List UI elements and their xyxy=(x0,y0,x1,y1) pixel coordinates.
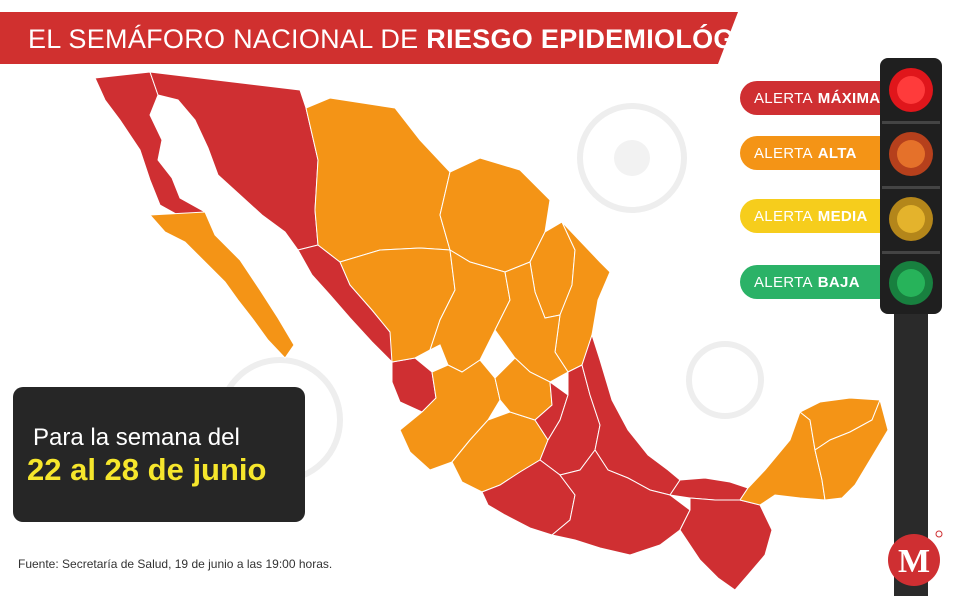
week-label: Para la semana del xyxy=(33,424,240,451)
region-tabasco xyxy=(669,477,749,501)
region-baja-california-sur xyxy=(148,211,295,359)
region-baja-california xyxy=(94,71,207,216)
region-quintana-roo xyxy=(814,398,889,501)
legend-prefix: ALERTA xyxy=(754,144,813,162)
legend-level: ALTA xyxy=(817,144,857,162)
title-normal: EL SEMÁFORO NACIONAL DE xyxy=(28,24,427,54)
legend-prefix: ALERTA xyxy=(754,207,813,225)
week-box xyxy=(13,387,305,522)
legend-prefix: ALERTA xyxy=(754,89,813,107)
legend-level: MÁXIMA xyxy=(817,89,881,107)
week-dates: 22 al 28 de junio xyxy=(27,452,267,487)
legend-alerta-maxima: ALERTA MÁXIMA xyxy=(740,81,900,115)
legend-level: MEDIA xyxy=(817,207,868,225)
legend-alerta-alta: ALERTA ALTA xyxy=(740,136,900,170)
title-bold: RIESGO EPIDEMIOLÓGICO xyxy=(426,24,784,54)
source-note: Fuente: Secretaría de Salud, 19 de junio… xyxy=(18,557,333,571)
svg-text:M: M xyxy=(898,543,930,580)
traffic-light-icon xyxy=(880,58,942,596)
legend-alerta-media: ALERTA MEDIA xyxy=(740,199,900,233)
title-banner xyxy=(0,12,738,64)
mexico-map xyxy=(94,71,889,591)
legend-level: BAJA xyxy=(817,273,860,291)
milenio-logo-icon: M xyxy=(888,530,943,586)
page-title: EL SEMÁFORO NACIONAL DE RIESGO EPIDEMIOL… xyxy=(28,22,784,56)
region-chiapas xyxy=(679,497,773,591)
legend-prefix: ALERTA xyxy=(754,273,813,291)
region-chihuahua xyxy=(305,97,451,263)
legend-alerta-baja: ALERTA BAJA xyxy=(740,265,900,299)
